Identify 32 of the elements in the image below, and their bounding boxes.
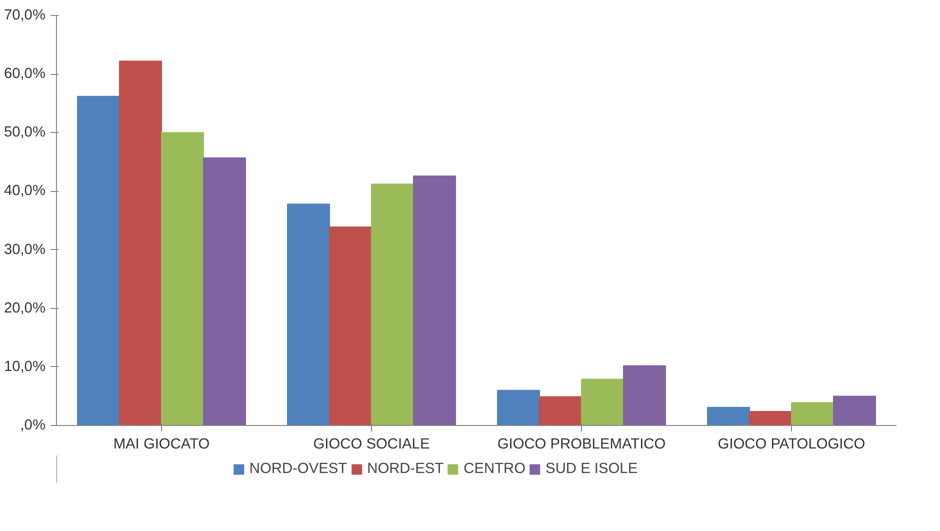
y-tick-label: 30,0% (4, 242, 46, 258)
bar (119, 60, 162, 426)
y-tick-label: 60,0% (4, 66, 46, 82)
legend-label: NORD-EST (367, 461, 444, 477)
y-tick-label: 40,0% (4, 183, 46, 200)
bar (497, 390, 540, 426)
bar (623, 365, 666, 426)
x-tick-label: GIOCO SOCIALE (313, 436, 430, 452)
x-tick-label: MAI GIOCATO (113, 436, 210, 452)
bar (581, 378, 624, 426)
bar (203, 157, 246, 426)
bar (371, 184, 414, 426)
legend-label: SUD E ISOLE (546, 461, 638, 477)
legend-label: CENTRO (464, 461, 526, 477)
y-tick-label: 10,0% (4, 358, 46, 375)
x-tick-label: GIOCO PROBLEMATICO (497, 436, 666, 452)
x-tick-label: GIOCO PATOLOGICO (718, 436, 866, 452)
bar (539, 396, 582, 426)
bar (413, 175, 456, 426)
y-tick-label: 20,0% (4, 300, 46, 316)
y-tick-label: ,0% (20, 418, 46, 434)
bar (329, 226, 372, 426)
y-tick-label: 70,0% (4, 8, 46, 24)
bar (833, 396, 876, 426)
bar (77, 96, 120, 426)
bar (749, 410, 792, 426)
y-tick-label: 50,0% (4, 124, 46, 141)
bar (161, 132, 204, 426)
bar (791, 402, 834, 426)
bar (707, 406, 750, 426)
bar (287, 204, 330, 426)
legend-label: NORD-OVEST (249, 461, 348, 477)
